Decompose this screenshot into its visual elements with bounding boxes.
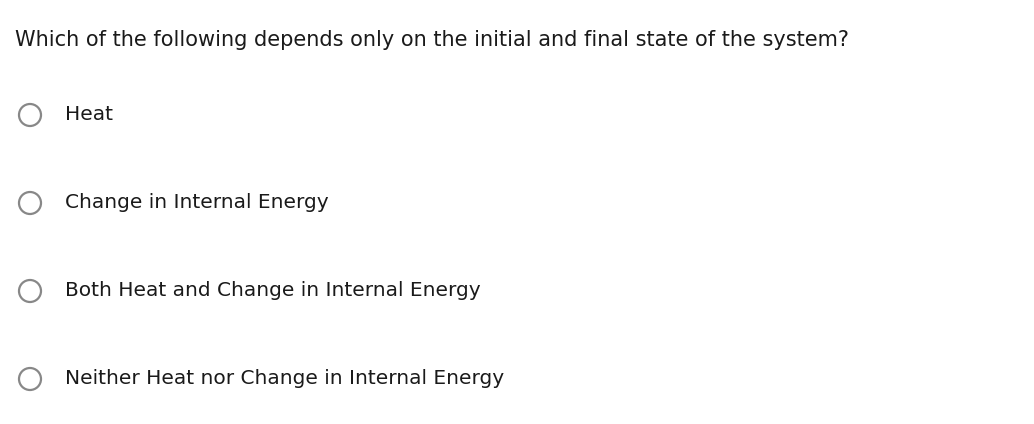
Text: Neither Heat nor Change in Internal Energy: Neither Heat nor Change in Internal Ener… [65,369,505,388]
Text: Change in Internal Energy: Change in Internal Energy [65,193,329,212]
Text: Both Heat and Change in Internal Energy: Both Heat and Change in Internal Energy [65,282,481,301]
Text: Heat: Heat [65,106,113,125]
Text: Which of the following depends only on the initial and final state of the system: Which of the following depends only on t… [16,30,849,50]
